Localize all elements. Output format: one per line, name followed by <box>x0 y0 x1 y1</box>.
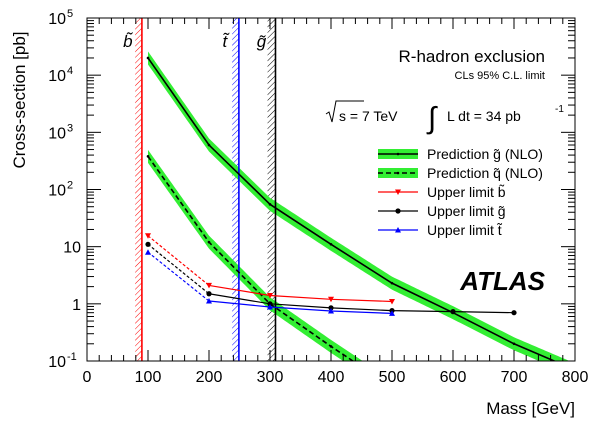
prediction-point <box>329 345 333 348</box>
upper-limit-point <box>267 292 273 299</box>
energy-text: s = 7 TeV <box>339 108 398 124</box>
upper-limit-point <box>206 291 212 297</box>
legend-entry: Upper limit t̃ <box>378 222 502 238</box>
lumi-exponent: -1 <box>555 104 564 115</box>
y-tick-label: 10 <box>48 183 66 200</box>
y-tick-label: 10 <box>63 240 81 257</box>
legend-entry: Upper limit g̃ <box>378 203 506 219</box>
plot-title: R-hadron exclusion <box>399 47 545 66</box>
x-tick-label: 300 <box>257 369 284 386</box>
legend-marker-swatch <box>395 189 401 195</box>
upper-limit-point <box>389 298 395 305</box>
upper-limit-point <box>511 310 517 316</box>
mass-limit-label: b̃ <box>123 31 133 51</box>
y-tick-label: 10 <box>48 354 66 371</box>
mass-limit-hatch <box>232 18 239 361</box>
upper-limit-point <box>145 249 151 255</box>
prediction-point <box>146 155 150 158</box>
legend-entry: Prediction g̃ (NLO) <box>378 146 543 162</box>
y-tick-exponent: 3 <box>67 122 73 134</box>
upper-limit-point <box>450 309 456 315</box>
upper-limit-point <box>145 241 151 247</box>
lumi-text: L dt = 34 pb <box>447 108 521 124</box>
y-tick-exponent: 5 <box>67 8 73 20</box>
upper-limit-dashed-segment <box>147 235 210 286</box>
energy-label: s = 7 TeV <box>325 100 398 124</box>
y-tick-label: 10 <box>48 11 66 28</box>
prediction-point <box>207 143 211 147</box>
x-tick-label: 100 <box>135 369 162 386</box>
mass-limit-hatch <box>135 18 142 361</box>
prediction-point <box>391 386 394 389</box>
legend-label: Upper limit g̃ <box>427 203 506 219</box>
legend-point-swatch <box>396 171 400 175</box>
upper-limit-line <box>208 284 393 303</box>
mass-limit-label: t̃ <box>222 31 230 51</box>
x-tick-label: 500 <box>379 369 406 386</box>
legend-label: Prediction g̃ (NLO) <box>427 146 543 162</box>
x-tick-label: 700 <box>501 369 528 386</box>
upper-limit-point <box>328 296 334 303</box>
legend-marker-swatch <box>395 227 401 233</box>
y-axis-title: Cross-section [pb] <box>10 32 29 169</box>
prediction-point <box>390 281 394 285</box>
legend-label: Upper limit b̃ <box>427 184 506 200</box>
prediction-point <box>329 243 333 246</box>
atlas-label: ATLAS <box>459 266 545 296</box>
mass-limit-hatch <box>267 18 276 361</box>
legend-label: Upper limit t̃ <box>427 222 502 238</box>
y-tick-label: 1 <box>72 297 81 314</box>
x-tick-label: 200 <box>196 369 223 386</box>
legend-entry: Prediction q̃ (NLO) <box>378 165 543 181</box>
upper-limit-point <box>328 305 334 311</box>
legend-label: Prediction q̃ (NLO) <box>427 165 543 181</box>
y-tick-exponent: 2 <box>67 180 73 192</box>
legend-entry: Upper limit b̃ <box>378 184 506 200</box>
cls-label: CLs 95% C.L. limit <box>455 70 545 82</box>
sqrt-symbol <box>325 100 364 123</box>
y-tick-exponent: -1 <box>67 351 77 363</box>
x-tick-label: 800 <box>562 369 589 386</box>
upper-limit-point <box>267 301 273 307</box>
mass-limit-label: g̃ <box>257 32 267 51</box>
prediction-point <box>207 240 211 244</box>
integral-symbol: ∫ <box>426 102 438 135</box>
upper-limit-dashed-segment <box>147 243 210 295</box>
upper-limit-point <box>206 282 212 289</box>
y-tick-label: 10 <box>48 125 66 142</box>
upper-limit-dashed-segment <box>147 251 210 302</box>
prediction-point <box>268 203 272 206</box>
y-tick-label: 10 <box>48 68 66 85</box>
prediction-band <box>148 51 570 361</box>
x-tick-label: 400 <box>318 369 345 386</box>
upper-limit-line <box>208 300 393 315</box>
x-tick-label: 600 <box>440 369 467 386</box>
y-tick-exponent: 4 <box>67 65 73 77</box>
lumi-label: ∫ L dt = 34 pb -1 <box>426 102 564 135</box>
upper-limit-point <box>206 298 212 304</box>
upper-limit-point <box>328 307 334 314</box>
upper-limit-line <box>208 293 515 314</box>
x-tick-label: 0 <box>83 369 92 386</box>
legend-marker-swatch <box>395 208 401 214</box>
prediction-line <box>147 57 557 361</box>
upper-limit-point <box>389 310 395 316</box>
upper-limit-point <box>145 233 151 239</box>
legend-point-swatch <box>396 152 400 156</box>
prediction-point <box>512 342 516 346</box>
prediction-point <box>146 56 150 60</box>
upper-limit-point <box>267 304 273 310</box>
x-axis-title: Mass [GeV] <box>486 399 575 418</box>
